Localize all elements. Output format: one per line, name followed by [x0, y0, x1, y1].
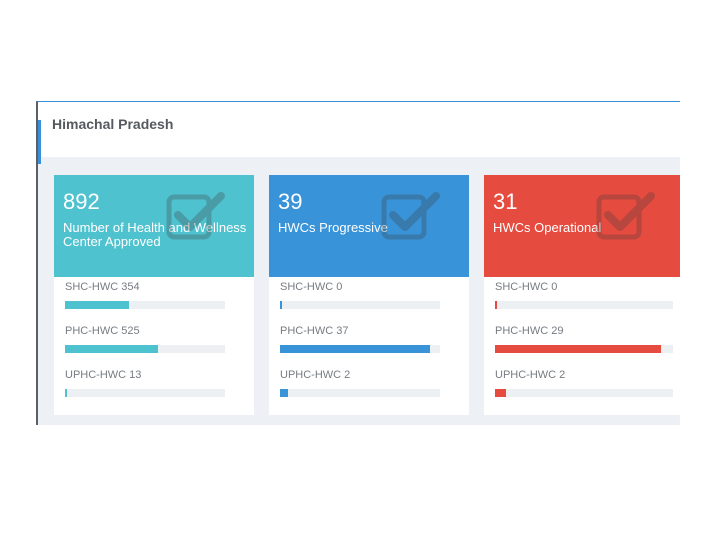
page-title: Himachal Pradesh — [52, 116, 174, 132]
breakdown-row-shc: SHC-HWC 0 — [280, 280, 440, 309]
card-label: HWCs Operational — [493, 220, 602, 235]
progress-track — [280, 301, 440, 309]
card-value: 31 — [493, 189, 518, 214]
row-label: UPHC-HWC 2 — [280, 369, 351, 381]
dashboard-frame: Himachal Pradesh 892 Number of Health an… — [36, 101, 680, 425]
progress-fill — [495, 301, 497, 309]
checkbox-check-icon — [166, 192, 225, 240]
breakdown-row-uphc: UPHC-HWC 2 — [495, 368, 673, 397]
breakdown-row-shc: SHC-HWC 354 — [65, 280, 225, 309]
card-header: 31 HWCs Operational — [484, 175, 680, 277]
breakdown-row-phc: PHC-HWC 37 — [280, 324, 440, 353]
breakdown-row-phc: PHC-HWC 29 — [495, 324, 673, 353]
header-accent-bar — [38, 120, 41, 164]
progress-track — [280, 389, 440, 397]
breakdown-row-phc: PHC-HWC 525 — [65, 324, 225, 353]
card-breakdown: SHC-HWC 0 PHC-HWC 29 UPHC-HWC 2 — [484, 277, 680, 415]
progress-fill — [65, 301, 129, 309]
progress-fill — [280, 301, 282, 309]
progress-fill — [280, 345, 431, 353]
progress-fill — [65, 345, 158, 353]
row-label: PHC-HWC 29 — [495, 325, 564, 337]
progress-fill — [280, 389, 288, 397]
breakdown-row-uphc: UPHC-HWC 2 — [280, 368, 440, 397]
progress-track — [65, 345, 225, 353]
card-breakdown: SHC-HWC 0 PHC-HWC 37 UPHC-HWC 2 — [269, 277, 469, 415]
card-label: HWCs Progressive — [278, 220, 388, 235]
card-value: 892 — [63, 189, 100, 214]
row-label: SHC-HWC 354 — [65, 281, 140, 293]
card-header: 892 Number of Health and Wellness Center… — [54, 175, 254, 277]
stat-card-operational[interactable]: 31 HWCs Operational SHC-HWC 0 PHC-HWC 29… — [484, 175, 680, 415]
stat-card-progressive[interactable]: 39 HWCs Progressive SHC-HWC 0 PHC-HWC 37… — [269, 175, 469, 415]
progress-track — [65, 389, 225, 397]
card-label: Number of Health and Wellness Center App… — [63, 220, 247, 249]
progress-fill — [495, 345, 661, 353]
progress-fill — [65, 389, 67, 397]
row-label: SHC-HWC 0 — [280, 281, 343, 293]
checkbox-check-icon — [596, 192, 655, 240]
progress-fill — [495, 389, 506, 397]
row-label: PHC-HWC 37 — [280, 325, 349, 337]
row-label: UPHC-HWC 13 — [65, 369, 142, 381]
card-header: 39 HWCs Progressive — [269, 175, 469, 277]
card-value: 39 — [278, 189, 303, 214]
progress-track — [65, 301, 225, 309]
row-label: SHC-HWC 0 — [495, 281, 558, 293]
page-header: Himachal Pradesh — [38, 102, 680, 164]
stat-card-approved[interactable]: 892 Number of Health and Wellness Center… — [54, 175, 254, 415]
progress-track — [495, 389, 673, 397]
row-label: UPHC-HWC 2 — [495, 369, 566, 381]
breakdown-row-shc: SHC-HWC 0 — [495, 280, 673, 309]
checkbox-check-icon — [381, 192, 440, 240]
progress-track — [495, 301, 673, 309]
progress-track — [495, 345, 673, 353]
row-label: PHC-HWC 525 — [65, 325, 140, 337]
breakdown-row-uphc: UPHC-HWC 13 — [65, 368, 225, 397]
progress-track — [280, 345, 440, 353]
card-breakdown: SHC-HWC 354 PHC-HWC 525 UPHC-HWC 13 — [54, 277, 254, 415]
